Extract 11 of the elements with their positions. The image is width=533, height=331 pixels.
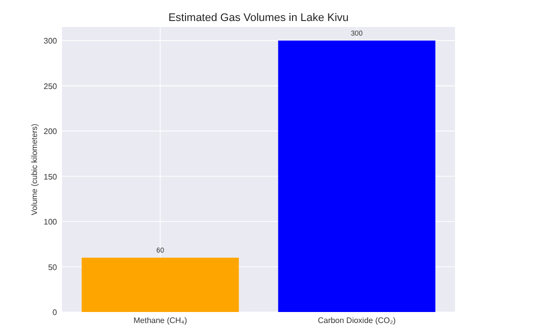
- y-tick-label: 200: [44, 127, 58, 136]
- x-tick-label: Carbon Dioxide (CO₂): [318, 316, 396, 325]
- chart-title: Estimated Gas Volumes in Lake Kivu: [168, 12, 349, 24]
- y-tick-label: 50: [48, 262, 58, 272]
- y-axis-title: Volume (cubic kilometers): [30, 123, 39, 216]
- y-tick-label: 250: [44, 82, 58, 91]
- y-tick-label: 0: [52, 308, 58, 317]
- y-tick-label: 150: [44, 172, 58, 182]
- y-tick-label: 300: [44, 36, 58, 46]
- y-tick-label: 100: [44, 218, 58, 227]
- x-tick-label: Methane (CH₄): [133, 316, 188, 325]
